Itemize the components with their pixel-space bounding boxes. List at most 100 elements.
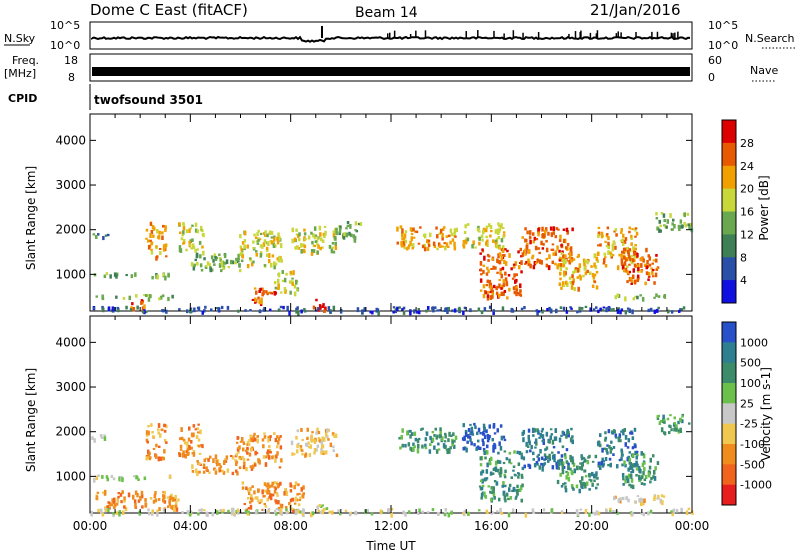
echo-cell — [499, 445, 503, 451]
echo-cell — [536, 310, 539, 316]
echo-cell — [192, 424, 196, 428]
echo-cell — [312, 249, 316, 253]
echo-cell — [273, 432, 276, 435]
echo-cell — [519, 262, 522, 264]
echo-cell — [132, 307, 136, 312]
echo-cell — [409, 430, 412, 433]
echo-cell — [342, 236, 346, 240]
echo-cell — [572, 487, 575, 491]
echo-cell — [277, 283, 280, 289]
echo-cell — [192, 265, 196, 271]
echo-cell — [444, 508, 448, 512]
echo-cell — [600, 234, 604, 239]
echo-cell — [673, 416, 676, 420]
echo-cell — [149, 221, 153, 226]
echo-cell — [549, 435, 552, 440]
echo-cell — [178, 453, 181, 457]
echo-cell — [645, 271, 649, 276]
echo-cell — [632, 274, 635, 279]
echo-cell — [257, 296, 260, 300]
echo-cell — [241, 481, 245, 485]
echo-cell — [161, 231, 164, 235]
echo-cell — [520, 452, 523, 455]
echo-cell — [120, 500, 123, 504]
echo-cell — [289, 482, 292, 488]
echo-cell — [628, 474, 631, 479]
echo-cell — [273, 481, 276, 485]
echo-cell — [514, 474, 517, 477]
echo-cell — [630, 478, 634, 483]
echo-cell — [100, 508, 103, 514]
echo-cell — [508, 458, 511, 464]
echo-cell — [273, 489, 277, 494]
echo-cell — [241, 486, 245, 490]
echo-cell — [638, 498, 641, 503]
echo-cell — [274, 487, 277, 491]
echo-cell — [658, 228, 661, 233]
echo-cell — [632, 246, 635, 250]
echo-cell — [162, 508, 166, 512]
echo-cell — [117, 308, 120, 313]
echo-cell — [627, 467, 630, 472]
echo-cell — [192, 245, 196, 250]
echo-cell — [559, 271, 562, 276]
echo-cell — [687, 507, 691, 510]
echo-cell — [607, 236, 610, 241]
echo-cell — [620, 456, 623, 461]
echo-cell — [576, 310, 579, 314]
echo-cell — [240, 251, 243, 255]
echo-cell — [310, 436, 313, 441]
echo-cell — [311, 511, 315, 515]
echo-cell — [636, 295, 639, 300]
echo-cell — [392, 306, 396, 309]
echo-cell — [554, 428, 557, 433]
echo-cell — [632, 297, 635, 301]
echo-cell — [311, 438, 315, 443]
echo-cell — [421, 510, 424, 514]
echo-cell — [670, 310, 674, 314]
echo-cell — [481, 470, 485, 474]
echo-cell — [112, 512, 115, 517]
echo-cell — [630, 254, 633, 258]
echo-cell — [482, 229, 485, 235]
echo-cell — [640, 475, 644, 480]
echo-cell — [231, 471, 235, 476]
echo-cell — [152, 435, 155, 438]
echo-cell — [576, 512, 580, 516]
echo-cell — [402, 510, 405, 515]
echo-cell — [252, 260, 255, 264]
echo-cell — [614, 228, 618, 232]
echo-cell — [257, 229, 260, 233]
echo-cell — [577, 286, 580, 292]
echo-cell — [282, 305, 285, 310]
echo-cell — [423, 246, 427, 252]
echo-cell — [647, 278, 650, 281]
cpid-label: CPID — [8, 92, 37, 105]
echo-cell — [503, 450, 507, 453]
echo-cell — [277, 500, 280, 505]
echo-cell — [603, 447, 606, 450]
y-tick-label: 2000 — [55, 425, 86, 439]
echo-cell — [512, 487, 515, 492]
echo-cell — [165, 255, 168, 258]
echo-cell — [496, 510, 499, 513]
echo-cell — [241, 241, 245, 245]
nave-label: Nave — [750, 64, 778, 77]
echo-cell — [331, 242, 335, 245]
echo-cell — [296, 443, 299, 449]
echo-cell — [648, 256, 651, 261]
echo-cell — [600, 231, 604, 236]
echo-cell — [283, 491, 286, 496]
echo-cell — [469, 308, 472, 313]
echo-cell — [515, 495, 518, 498]
echo-cell — [683, 212, 686, 218]
echo-cell — [250, 448, 253, 452]
echo-cell — [313, 244, 317, 248]
echo-cell — [593, 473, 596, 479]
echo-cell — [472, 240, 475, 246]
echo-cell — [190, 247, 193, 250]
echo-cell — [620, 228, 623, 232]
echo-cell — [607, 250, 610, 255]
echo-cell — [308, 445, 311, 449]
echo-cell — [426, 247, 430, 251]
